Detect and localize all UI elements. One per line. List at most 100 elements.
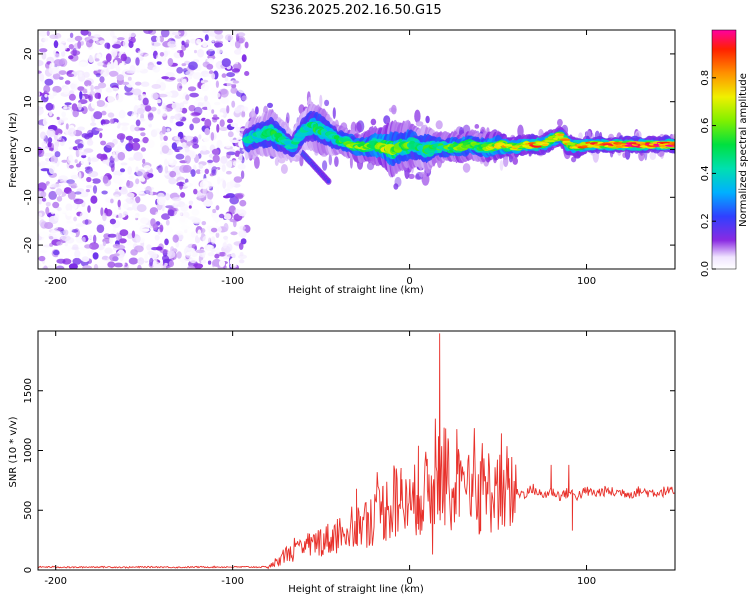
noise-speckle bbox=[184, 155, 191, 164]
x-tick-label: -100 bbox=[221, 576, 244, 587]
noise-speckle bbox=[227, 118, 233, 124]
noise-speckle bbox=[113, 253, 120, 257]
noise-speckle bbox=[215, 205, 220, 211]
noise-speckle bbox=[195, 169, 202, 175]
faint-blob bbox=[512, 157, 518, 165]
noise-speckle bbox=[120, 122, 130, 126]
noise-speckle bbox=[226, 105, 230, 114]
noise-speckle bbox=[114, 206, 119, 211]
noise-speckle bbox=[134, 245, 144, 253]
noise-speckle bbox=[138, 222, 144, 226]
noise-speckle bbox=[128, 157, 135, 161]
noise-speckle bbox=[68, 127, 77, 137]
noise-speckle bbox=[181, 40, 185, 46]
snr-marks bbox=[38, 333, 675, 570]
noise-speckle bbox=[137, 264, 142, 269]
noise-speckle bbox=[107, 62, 111, 71]
noise-speckle bbox=[81, 154, 87, 159]
noise-speckle bbox=[185, 39, 190, 45]
noise-speckle bbox=[73, 216, 77, 222]
noise-speckle bbox=[174, 200, 179, 205]
faint-blob bbox=[408, 173, 415, 179]
noise-speckle bbox=[121, 81, 130, 85]
noise-speckle bbox=[209, 173, 215, 177]
noise-speckle bbox=[99, 259, 108, 266]
noise-speckle bbox=[96, 224, 105, 233]
noise-speckle bbox=[210, 132, 215, 141]
noise-speckle bbox=[189, 257, 197, 264]
noise-speckle bbox=[224, 34, 234, 41]
faint-blob bbox=[578, 132, 583, 140]
noise-speckle bbox=[96, 53, 102, 59]
noise-speckle bbox=[180, 192, 186, 198]
noise-speckle bbox=[72, 257, 82, 265]
noise-speckle bbox=[110, 87, 119, 92]
noise-speckle bbox=[107, 261, 116, 268]
noise-speckle bbox=[185, 70, 195, 76]
noise-speckle bbox=[135, 196, 141, 204]
noise-speckle bbox=[122, 211, 128, 217]
noise-speckle bbox=[221, 58, 231, 68]
noise-speckle bbox=[214, 30, 223, 35]
noise-speckle bbox=[220, 201, 226, 208]
noise-speckle bbox=[143, 30, 153, 34]
noise-speckle bbox=[38, 42, 44, 47]
noise-speckle bbox=[180, 203, 189, 212]
noise-speckle bbox=[176, 67, 184, 74]
noise-speckle bbox=[85, 184, 93, 189]
noise-speckle bbox=[218, 259, 226, 268]
noise-speckle bbox=[43, 37, 49, 42]
noise-speckle bbox=[72, 244, 79, 250]
noise-speckle bbox=[92, 204, 101, 210]
noise-speckle bbox=[92, 37, 99, 42]
noise-speckle bbox=[214, 42, 223, 48]
noise-speckle bbox=[167, 58, 174, 66]
colorbar-label: Normalized spectral amplitude bbox=[738, 73, 749, 227]
noise-speckle bbox=[56, 196, 63, 202]
noise-speckle bbox=[48, 147, 54, 151]
noise-speckle bbox=[109, 237, 113, 244]
noise-speckle bbox=[241, 95, 248, 101]
noise-speckle bbox=[215, 80, 219, 88]
noise-speckle bbox=[61, 235, 71, 242]
noise-speckle bbox=[107, 112, 115, 118]
noise-speckle bbox=[43, 85, 51, 94]
noise-speckle bbox=[108, 70, 119, 77]
noise-speckle bbox=[81, 178, 87, 182]
noise-speckle bbox=[167, 209, 175, 217]
noise-speckle bbox=[175, 121, 184, 127]
ridge-peak bbox=[544, 139, 555, 143]
noise-speckle bbox=[195, 249, 205, 254]
noise-speckle bbox=[142, 158, 146, 164]
noise-speckle bbox=[170, 115, 175, 120]
noise-speckle bbox=[93, 34, 101, 39]
noise-speckle bbox=[112, 44, 121, 49]
noise-speckle bbox=[53, 59, 64, 67]
noise-speckle bbox=[123, 202, 129, 209]
colorbar-gradient bbox=[711, 29, 737, 270]
faint-blob bbox=[418, 171, 427, 178]
noise-speckle bbox=[101, 190, 108, 195]
noise-speckle bbox=[109, 30, 115, 38]
noise-speckle bbox=[189, 123, 194, 131]
noise-speckle bbox=[67, 73, 75, 78]
noise-speckle bbox=[76, 163, 81, 168]
noise-speckle bbox=[147, 250, 155, 256]
noise-speckle bbox=[131, 113, 138, 119]
noise-speckle bbox=[188, 86, 197, 92]
noise-speckle bbox=[225, 141, 232, 149]
faint-blob bbox=[517, 124, 524, 138]
noise-speckle bbox=[162, 265, 167, 269]
noise-speckle bbox=[199, 180, 209, 190]
noise-speckle bbox=[154, 128, 161, 134]
faint-blob bbox=[393, 183, 399, 190]
noise-speckle bbox=[113, 262, 124, 268]
noise-speckle bbox=[169, 170, 177, 178]
noise-speckle bbox=[131, 142, 141, 151]
faint-blob bbox=[414, 109, 421, 123]
ridge-peak bbox=[585, 141, 591, 145]
noise-speckle bbox=[161, 76, 170, 80]
noise-speckle bbox=[63, 246, 68, 255]
noise-speckle bbox=[159, 52, 165, 57]
